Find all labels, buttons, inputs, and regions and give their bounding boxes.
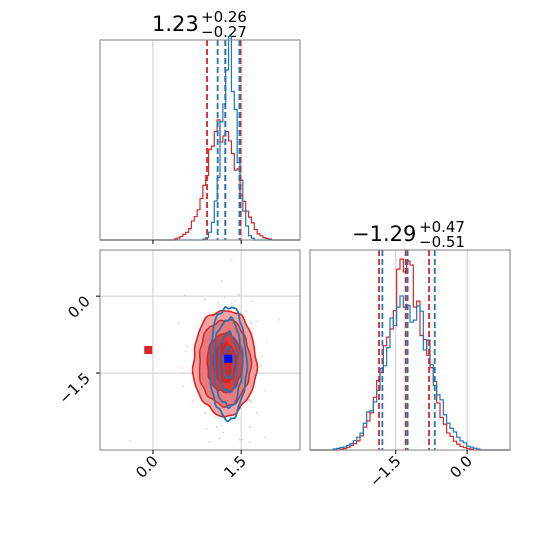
joint-panel — [96, 249, 301, 454]
scatter-point — [182, 385, 185, 388]
xtick-label-joint-0: 0.0 — [132, 452, 162, 482]
scatter-point — [241, 438, 243, 441]
histogram-red — [310, 258, 510, 451]
panel-frame — [99, 249, 301, 451]
marginal-panel-param2 — [309, 249, 511, 454]
xtick-label-right-1: 0.0 — [446, 452, 476, 482]
marker-red — [144, 346, 153, 354]
scatter-point — [230, 259, 233, 262]
blue-contour-outer — [209, 306, 249, 423]
ytick-label-0: 0.0 — [64, 292, 94, 322]
scatter-point — [222, 431, 224, 434]
scatter-point — [180, 366, 183, 369]
scatter-point — [249, 321, 252, 324]
scatter-point — [256, 320, 259, 323]
scatter-point — [240, 306, 243, 308]
scatter-point — [196, 324, 199, 326]
scatter-point — [264, 389, 266, 392]
scatter-point — [216, 426, 218, 429]
scatter-point — [238, 438, 241, 441]
scatter-point — [223, 296, 226, 299]
scatter-point — [239, 311, 242, 314]
scatter-point — [184, 350, 187, 353]
scatter-point — [237, 293, 240, 296]
title-param1-lower: −0.27 — [201, 23, 247, 41]
scatter-point — [217, 301, 219, 304]
scatter-point — [255, 411, 258, 414]
marker-marker_blue — [224, 354, 233, 363]
scatter-point — [220, 280, 223, 283]
scatter-point — [213, 415, 216, 418]
scatter-point — [217, 416, 220, 419]
scatter-point — [177, 322, 180, 324]
scatter-point — [205, 427, 208, 430]
ytick-label-1: −1.5 — [55, 369, 93, 407]
histogram-blue — [310, 295, 510, 451]
title-param1-value: 1.23 — [152, 12, 199, 36]
scatter-point — [208, 440, 211, 443]
scatter-point — [248, 440, 251, 443]
blue-contour-3 — [217, 329, 240, 394]
scatter-point — [263, 436, 266, 439]
title-param2-value: −1.29 — [352, 222, 416, 246]
title-param1-upper: +0.26 — [201, 8, 247, 26]
histogram-red — [100, 119, 300, 241]
scatter-point — [261, 355, 264, 358]
xtick-label-right-0: −1.5 — [366, 452, 404, 490]
scatter-point — [191, 400, 194, 403]
xtick-label-joint-1: 1.5 — [220, 452, 250, 482]
scatter-point — [248, 426, 251, 429]
marginal-panel-param1 — [99, 35, 301, 244]
blue-contour-inner — [222, 345, 235, 380]
title-param1: 1.23 +0.26 −0.27 — [152, 8, 247, 41]
scatter-point — [233, 300, 236, 302]
scatter-point — [251, 400, 253, 403]
scatter-point — [278, 318, 280, 321]
scatter-point — [248, 399, 251, 401]
scatter-point — [245, 310, 248, 313]
scatter-point — [221, 417, 224, 419]
scatter-point — [186, 345, 188, 348]
scatter-point — [204, 412, 206, 414]
scatter-point — [220, 424, 223, 427]
panel-frame — [309, 249, 511, 451]
title-param2: −1.29 +0.47 −0.51 — [352, 218, 465, 251]
scatter-point — [266, 341, 268, 344]
scatter-point — [260, 364, 262, 367]
scatter-point — [218, 437, 221, 440]
scatter-point — [246, 400, 249, 403]
scatter-point — [204, 298, 206, 301]
panel-frame — [99, 39, 301, 241]
scatter-point — [251, 300, 253, 303]
blue-contour-2 — [213, 315, 244, 410]
scatter-point — [129, 439, 132, 442]
scatter-point — [261, 372, 264, 375]
scatter-point — [229, 304, 232, 307]
title-param2-upper: +0.47 — [419, 218, 465, 236]
title-param2-lower: −0.51 — [419, 233, 465, 251]
scatter-point — [230, 302, 233, 305]
scatter-point — [184, 294, 186, 296]
